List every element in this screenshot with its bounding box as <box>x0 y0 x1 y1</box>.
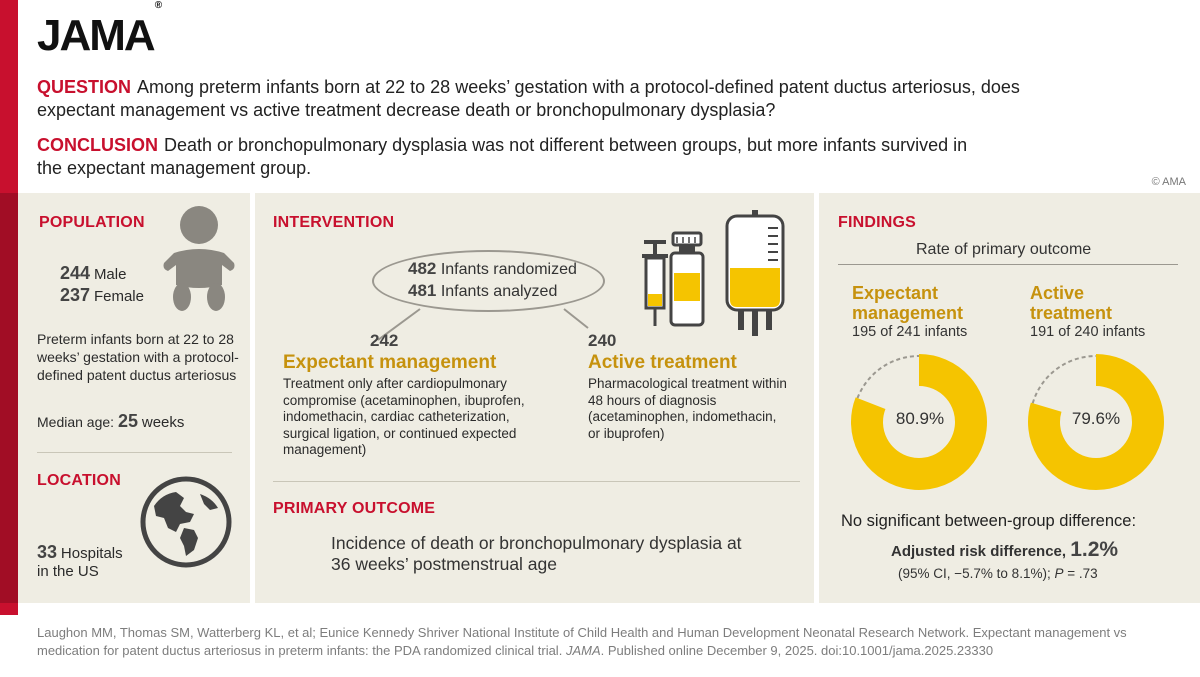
conclusion-label: CONCLUSION <box>37 135 158 155</box>
jama-logo: JAMA® <box>37 0 163 60</box>
female-count: 237 Female <box>60 286 144 306</box>
population-divider <box>37 452 232 453</box>
arm2-connector <box>563 308 589 329</box>
intervention-divider <box>273 481 800 482</box>
group1-donut <box>851 354 987 490</box>
group2-title-line1: Active <box>1030 283 1085 303</box>
randomized-line: 482 Infants randomized <box>408 259 577 279</box>
question-label: QUESTION <box>37 77 132 97</box>
syringe-icon <box>642 240 668 326</box>
group2-donut-value-arc <box>1028 354 1164 490</box>
median-value: 25 <box>117 411 138 431</box>
intervention-title: INTERVENTION <box>273 214 395 231</box>
globe-icon <box>140 476 232 568</box>
male-label: Male <box>93 266 127 283</box>
group1-subtitle: 195 of 241 infants <box>852 324 968 340</box>
randomized-label: Infants randomized <box>440 261 577 278</box>
group2-subtitle: 191 of 240 infants <box>1030 324 1146 340</box>
p-label: P <box>1054 566 1064 581</box>
arm2-title: Active treatment <box>588 352 737 373</box>
findings-title: FINDINGS <box>838 214 917 231</box>
findings-divider <box>838 264 1178 265</box>
group2-title: Active treatment <box>1030 283 1112 323</box>
arm1-number: 242 <box>370 331 399 350</box>
arm1-title: Expectant management <box>283 352 497 373</box>
adjusted-risk-difference: Adjusted risk difference, 1.2% <box>891 538 1118 562</box>
hospitals-location: in the US <box>37 563 99 580</box>
population-title: POPULATION <box>39 214 145 231</box>
ci-text: (95% CI, −5.7% to 8.1%); <box>898 566 1051 581</box>
logo-text: JAMA <box>37 11 156 60</box>
randomization-ellipse <box>372 250 605 312</box>
iv-bag-icon <box>725 210 785 336</box>
question: QUESTION Among preterm infants born at 22… <box>37 76 1037 122</box>
citation-journal: JAMA <box>565 643 601 658</box>
group1-title-line1: Expectant <box>852 283 939 303</box>
group1-percent: 80.9% <box>895 409 945 428</box>
conclusion: CONCLUSION Death or bronchopulmonary dysp… <box>37 134 997 180</box>
ard-value: 1.2% <box>1070 538 1119 561</box>
p-value: = .73 <box>1067 566 1098 581</box>
group2-title-line2: treatment <box>1030 303 1113 323</box>
group1-donut-remainder-arc <box>856 355 919 399</box>
female-label: Female <box>93 288 144 305</box>
female-number: 237 <box>60 285 91 305</box>
analyzed-number: 481 <box>408 281 437 300</box>
citation-details: . Published online December 9, 2025. doi… <box>600 643 994 658</box>
primary-outcome-title: PRIMARY OUTCOME <box>273 500 436 517</box>
median-label: Median age: <box>37 414 115 430</box>
hospitals-number: 33 <box>37 542 58 562</box>
arm1-connector <box>377 308 421 341</box>
arm1-description: Treatment only after cardiopulmonary com… <box>283 376 525 457</box>
group1-title: Expectant management <box>852 283 963 323</box>
findings-subtitle: Rate of primary outcome <box>916 241 1092 258</box>
arm2-description: Pharmacological treatment within 48 hour… <box>588 376 787 441</box>
citation: Laughon MM, Thomas SM, Watterberg KL, et… <box>37 624 1187 660</box>
ard-label: Adjusted risk difference, <box>891 543 1067 560</box>
citation-text: Laughon MM, Thomas SM, Watterberg KL, et… <box>37 625 1127 658</box>
hospitals-count: 33 Hospitals <box>37 543 123 563</box>
question-text: Among preterm infants born at 22 to 28 w… <box>37 77 1020 120</box>
analyzed-line: 481 Infants analyzed <box>408 281 557 301</box>
arm2-number: 240 <box>588 331 617 350</box>
accent-bar-lower <box>0 193 18 603</box>
group2-percent: 79.6% <box>1071 409 1121 428</box>
group2-donut <box>1028 354 1164 490</box>
population-description: Preterm infants born at 22 to 28 weeks’ … <box>37 331 239 383</box>
primary-outcome-text: Incidence of death or bronchopulmonary d… <box>331 533 742 574</box>
randomized-number: 482 <box>408 259 437 278</box>
male-number: 244 <box>60 263 91 283</box>
confidence-interval: (95% CI, −5.7% to 8.1%); P = .73 <box>898 566 1098 581</box>
analyzed-label: Infants analyzed <box>440 283 558 300</box>
median-unit: weeks <box>141 414 185 431</box>
baby-icon <box>163 206 235 311</box>
median-age: Median age: 25 weeks <box>37 412 184 432</box>
group1-title-line2: management <box>852 303 964 323</box>
group2-donut-remainder-arc <box>1031 355 1096 404</box>
vial-icon <box>669 231 705 327</box>
male-count: 244 Male <box>60 264 126 284</box>
conclusion-text: Death or bronchopulmonary dysplasia was … <box>37 135 968 178</box>
hospitals-label: Hospitals <box>60 545 123 562</box>
no-difference-text: No significant between-group difference: <box>841 512 1137 530</box>
copyright: © AMA <box>1151 176 1186 188</box>
group1-donut-value-arc <box>851 354 987 490</box>
location-title: LOCATION <box>37 472 121 489</box>
